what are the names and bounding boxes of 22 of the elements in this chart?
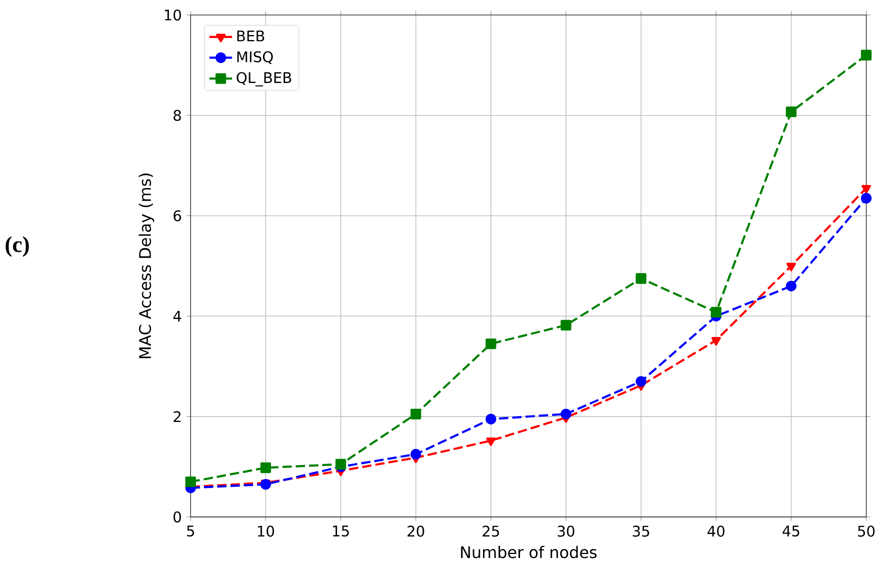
x-tick-label: 25 (482, 526, 499, 537)
text: (c) (6, 236, 29, 257)
y-tick-label: 4 (173, 310, 182, 322)
x-tick-label: 30 (558, 526, 574, 537)
x-tick-label: 50 (858, 526, 875, 537)
x-axis-title: Number of nodes (461, 546, 597, 558)
legend-label: MISQ (237, 51, 273, 64)
legend-label: BEB (237, 30, 264, 42)
x-tick-label: 15 (333, 526, 349, 537)
legend-label: QL_BEB (236, 72, 292, 86)
x-tick-label: 10 (258, 526, 274, 537)
y-tick-label: 2 (174, 411, 180, 422)
x-tick-label: 20 (408, 526, 424, 537)
y-tick-label: 0 (174, 512, 181, 523)
x-tick-label: 45 (782, 526, 800, 537)
y-tick-label: 6 (174, 210, 182, 222)
y-tick-label: 8 (174, 110, 181, 121)
y-axis-title: MAC Access Delay (ms) (138, 174, 154, 358)
y-tick-label: 10 (164, 10, 181, 21)
x-tick-label: 40 (708, 526, 724, 537)
x-tick-label: 5 (187, 526, 194, 537)
x-tick-label: 35 (632, 526, 650, 537)
